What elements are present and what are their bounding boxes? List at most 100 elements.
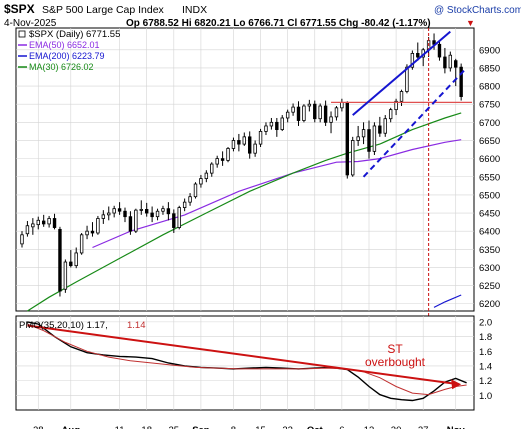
candle-body — [161, 208, 165, 212]
candle-body — [47, 218, 51, 225]
candle-body — [329, 116, 333, 123]
candle-body — [416, 52, 420, 58]
candle-body — [155, 210, 160, 218]
candle-body — [405, 66, 409, 92]
candle-body — [248, 136, 252, 154]
candle-body — [210, 163, 214, 174]
pmo-grid — [16, 316, 474, 410]
candle-body — [383, 118, 387, 134]
candle-body — [128, 216, 133, 232]
candle-body — [275, 121, 279, 130]
candle-body — [52, 218, 57, 228]
candle-body — [144, 209, 149, 214]
y-tick-label: 6400 — [479, 227, 500, 238]
candle-body — [410, 52, 415, 68]
candle-body — [280, 117, 284, 130]
y-tick-label: 6700 — [479, 118, 500, 129]
blue-trendline — [352, 30, 451, 116]
candle-body — [36, 219, 40, 226]
pmo-lines — [27, 321, 467, 402]
candle-body — [123, 210, 127, 218]
candle-body — [79, 234, 84, 254]
x-tick-label: Aug — [62, 425, 81, 429]
candle-body — [253, 143, 257, 154]
candle-body — [372, 125, 377, 152]
y-tick-label: 6850 — [479, 63, 500, 74]
y-tick-label: 6250 — [479, 281, 500, 292]
candle-body — [367, 129, 371, 152]
x-tick-label: 25 — [169, 425, 180, 429]
trendlines — [331, 28, 472, 410]
candle-body — [258, 131, 263, 145]
candle-body — [318, 105, 322, 120]
candle-body — [437, 43, 442, 58]
candle-body — [307, 103, 312, 107]
candle-body — [302, 105, 306, 121]
candle-body — [334, 107, 339, 118]
candle-body — [117, 208, 122, 212]
annotation-st: ST — [387, 342, 403, 356]
x-tick-label: 20 — [391, 425, 402, 429]
x-tick-label: 22 — [282, 425, 293, 429]
candle-body — [20, 234, 24, 245]
x-tick-label: 27 — [418, 425, 429, 429]
candle-body — [172, 213, 176, 228]
y-tick-label: 6900 — [479, 45, 500, 56]
candle-body — [31, 223, 35, 228]
price-y-axis: 6200 6250 6300 6350 6400 6450 6500 6550 6600 6650… — [479, 45, 500, 310]
candle-body — [96, 218, 100, 234]
candle-body — [204, 172, 209, 179]
candle-body — [291, 106, 295, 113]
symbol: $SPX — [4, 2, 35, 16]
y-tick-label: 6450 — [479, 209, 500, 220]
x-tick-label: 6 — [339, 425, 344, 429]
candle-body — [199, 178, 203, 185]
x-tick-label: Sep — [192, 425, 210, 429]
candle-body — [41, 220, 46, 225]
candle-body — [112, 208, 116, 214]
candle-body — [454, 60, 458, 68]
y-tick-label: 6300 — [479, 263, 500, 274]
legend-swatch-price — [18, 30, 26, 38]
candle-body — [443, 56, 447, 69]
candle-body — [285, 111, 290, 119]
x-tick-label: Nov — [447, 425, 466, 429]
pmo-y-tick-label: 1.4 — [479, 361, 492, 372]
pmo-legend-label: PMO(35,20,10) 1.17, — [19, 320, 108, 331]
x-tick-label: 13 — [364, 425, 375, 429]
candle-body — [313, 103, 317, 120]
candle-body — [107, 212, 111, 216]
pmo-y-tick-label: 2.0 — [479, 317, 492, 328]
candle-body — [269, 121, 274, 127]
candle-body — [345, 101, 350, 176]
candle-body — [90, 230, 95, 234]
legend-ema200: EMA(200) 6223.79 — [29, 51, 105, 61]
candle-body — [242, 136, 246, 145]
pmo-legend: PMO(35,20,10) 1.17, 1.14 — [19, 320, 146, 331]
x-tick-label: 15 — [255, 425, 266, 429]
x-tick-label: Oct — [307, 425, 324, 429]
arrow-head-icon — [451, 379, 462, 390]
candle-body — [69, 261, 73, 267]
candle-body — [177, 207, 181, 228]
pmo-y-tick-label: 1.6 — [479, 347, 492, 358]
y-tick-label: 6200 — [479, 299, 500, 310]
candle-body — [134, 209, 138, 232]
candle-body — [215, 158, 219, 165]
series-ema200 — [433, 294, 462, 308]
candle-body — [139, 209, 143, 211]
legend-price: $SPX (Daily) 6771.55 — [29, 29, 120, 40]
candle-body — [182, 201, 187, 208]
candle-body — [340, 101, 344, 109]
candle-body — [226, 148, 230, 161]
candle-body — [296, 106, 301, 121]
y-tick-label: 6600 — [479, 154, 500, 165]
x-tick-label: 28 — [33, 425, 44, 429]
candle-body — [25, 225, 30, 235]
y-tick-label: 6800 — [479, 82, 500, 93]
series-ema50 — [92, 139, 462, 249]
ohlc-readout: Op 6788.52 Hi 6820.21 Lo 6766.71 Cl 6771… — [126, 18, 431, 29]
y-tick-label: 6650 — [479, 136, 500, 147]
copyright: @ StockCharts.com — [434, 5, 521, 16]
